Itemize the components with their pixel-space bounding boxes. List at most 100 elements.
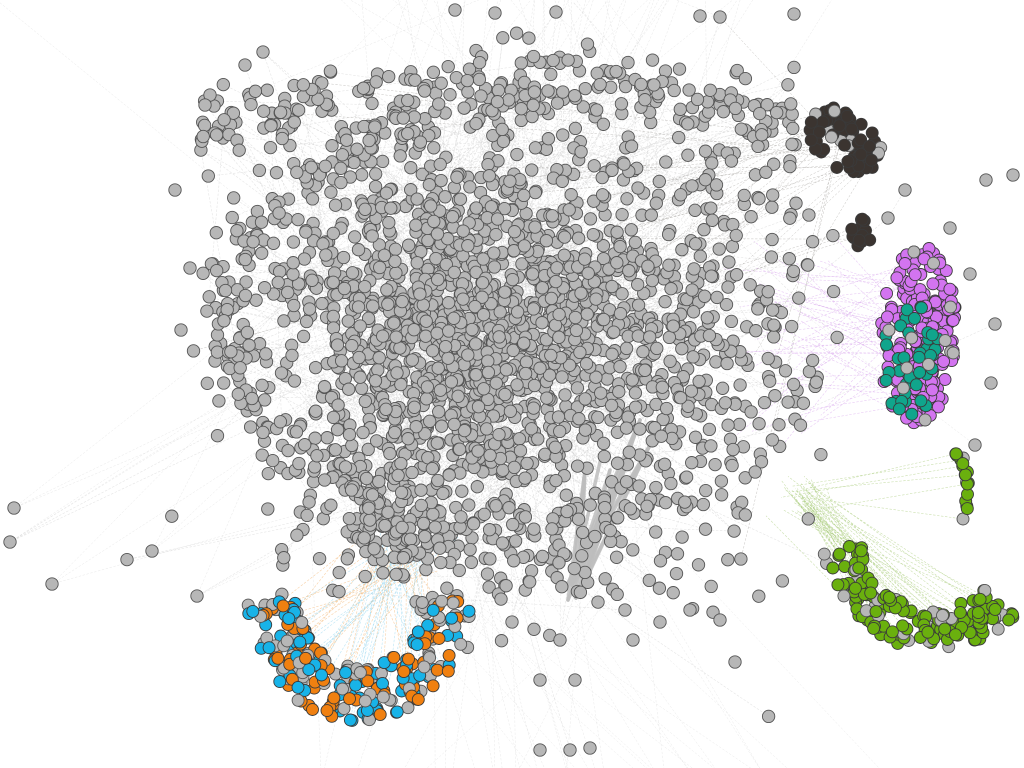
gray-node[interactable] <box>696 497 710 512</box>
gray-node[interactable] <box>256 104 271 118</box>
gray-node[interactable] <box>662 330 677 345</box>
gray-node[interactable] <box>573 585 588 599</box>
gray-node[interactable] <box>643 330 657 344</box>
teal-cluster-node[interactable] <box>900 303 914 317</box>
gray-node[interactable] <box>404 161 418 175</box>
gray-node[interactable] <box>469 116 483 131</box>
gray-node[interactable] <box>628 386 643 400</box>
gray-node[interactable] <box>372 474 386 489</box>
gray-node[interactable] <box>775 574 790 588</box>
lime-cluster-node[interactable] <box>971 606 985 620</box>
gray-node[interactable] <box>518 471 532 485</box>
dark-cluster-node[interactable] <box>840 109 854 123</box>
gray-node[interactable] <box>684 384 699 398</box>
gray-node[interactable] <box>896 381 910 395</box>
gray-node[interactable] <box>441 296 456 310</box>
gray-node[interactable] <box>493 305 507 319</box>
blue-orange-cluster-node[interactable] <box>246 604 260 618</box>
gray-node[interactable] <box>331 398 345 412</box>
blue-orange-cluster-node[interactable] <box>445 611 459 625</box>
gray-node[interactable] <box>760 98 774 112</box>
gray-node[interactable] <box>225 210 239 225</box>
gray-node[interactable] <box>337 281 352 296</box>
gray-node[interactable] <box>202 290 216 304</box>
gray-node[interactable] <box>734 122 748 136</box>
lime-cluster-node[interactable] <box>826 561 840 575</box>
gray-node[interactable] <box>688 203 702 217</box>
gray-node[interactable] <box>433 157 447 172</box>
gray-node[interactable] <box>649 525 663 539</box>
dark-cluster-node[interactable] <box>864 153 878 167</box>
gray-node[interactable] <box>197 118 212 133</box>
gray-node[interactable] <box>597 449 611 464</box>
gray-node[interactable] <box>693 249 707 263</box>
gray-node[interactable] <box>230 224 244 238</box>
gray-node[interactable] <box>345 438 359 453</box>
gray-node[interactable] <box>528 185 542 200</box>
gray-node[interactable] <box>281 285 295 300</box>
gray-node[interactable] <box>785 319 799 334</box>
gray-node[interactable] <box>286 235 301 249</box>
gray-node[interactable] <box>570 381 585 395</box>
blue-orange-cluster-node[interactable] <box>353 666 367 679</box>
gray-node[interactable] <box>675 243 689 257</box>
gray-node[interactable] <box>782 252 796 266</box>
gray-node[interactable] <box>381 297 395 311</box>
blue-orange-cluster-node[interactable] <box>339 666 353 680</box>
gray-node[interactable] <box>442 324 456 338</box>
gray-node[interactable] <box>693 9 707 23</box>
gray-node[interactable] <box>326 226 340 241</box>
gray-node[interactable] <box>523 575 537 589</box>
gray-node[interactable] <box>704 201 718 215</box>
gray-node[interactable] <box>256 425 270 440</box>
gray-node[interactable] <box>600 372 614 386</box>
gray-node[interactable] <box>714 488 729 502</box>
gray-node[interactable] <box>503 174 517 188</box>
gray-node[interactable] <box>531 432 545 446</box>
gray-node[interactable] <box>729 268 744 282</box>
gray-node[interactable] <box>359 471 374 486</box>
gray-node[interactable] <box>416 516 431 531</box>
gray-node[interactable] <box>609 550 624 564</box>
gray-node[interactable] <box>469 265 483 279</box>
gray-node[interactable] <box>401 126 415 141</box>
gray-node[interactable] <box>653 554 668 568</box>
dark-cluster-node[interactable] <box>845 222 859 236</box>
gray-node[interactable] <box>482 580 496 594</box>
lime-cluster-node[interactable] <box>936 608 949 622</box>
gray-node[interactable] <box>619 341 634 356</box>
gray-node[interactable] <box>539 234 554 248</box>
lime-cluster-node[interactable] <box>882 590 896 604</box>
gray-node[interactable] <box>549 274 563 289</box>
blue-orange-cluster-node[interactable] <box>390 705 404 719</box>
blue-orange-cluster-node[interactable] <box>349 678 363 692</box>
gray-node[interactable] <box>705 213 719 227</box>
gray-node[interactable] <box>551 410 566 424</box>
gray-node[interactable] <box>200 304 214 318</box>
gray-node[interactable] <box>613 306 628 321</box>
gray-node[interactable] <box>698 144 713 158</box>
gray-node[interactable] <box>366 299 380 313</box>
gray-node[interactable] <box>517 336 531 350</box>
gray-node[interactable] <box>334 175 348 190</box>
gray-node[interactable] <box>231 387 245 401</box>
magenta-cluster-node[interactable] <box>938 373 952 386</box>
gray-node[interactable] <box>664 476 678 491</box>
gray-node[interactable] <box>145 544 159 558</box>
gray-node[interactable] <box>944 300 957 314</box>
gray-node[interactable] <box>380 283 394 297</box>
gray-node[interactable] <box>482 169 496 183</box>
gray-node[interactable] <box>377 248 392 262</box>
gray-node[interactable] <box>413 287 427 301</box>
gray-node[interactable] <box>292 456 306 471</box>
gray-node[interactable] <box>429 251 443 266</box>
gray-node[interactable] <box>238 252 252 267</box>
gray-node[interactable] <box>494 634 509 648</box>
magenta-cluster-node[interactable] <box>926 277 940 291</box>
gray-node[interactable] <box>670 547 685 561</box>
gray-node[interactable] <box>369 434 384 448</box>
gray-node[interactable] <box>503 404 518 418</box>
gray-node[interactable] <box>317 473 332 487</box>
blue-orange-cluster-node[interactable] <box>327 691 341 705</box>
